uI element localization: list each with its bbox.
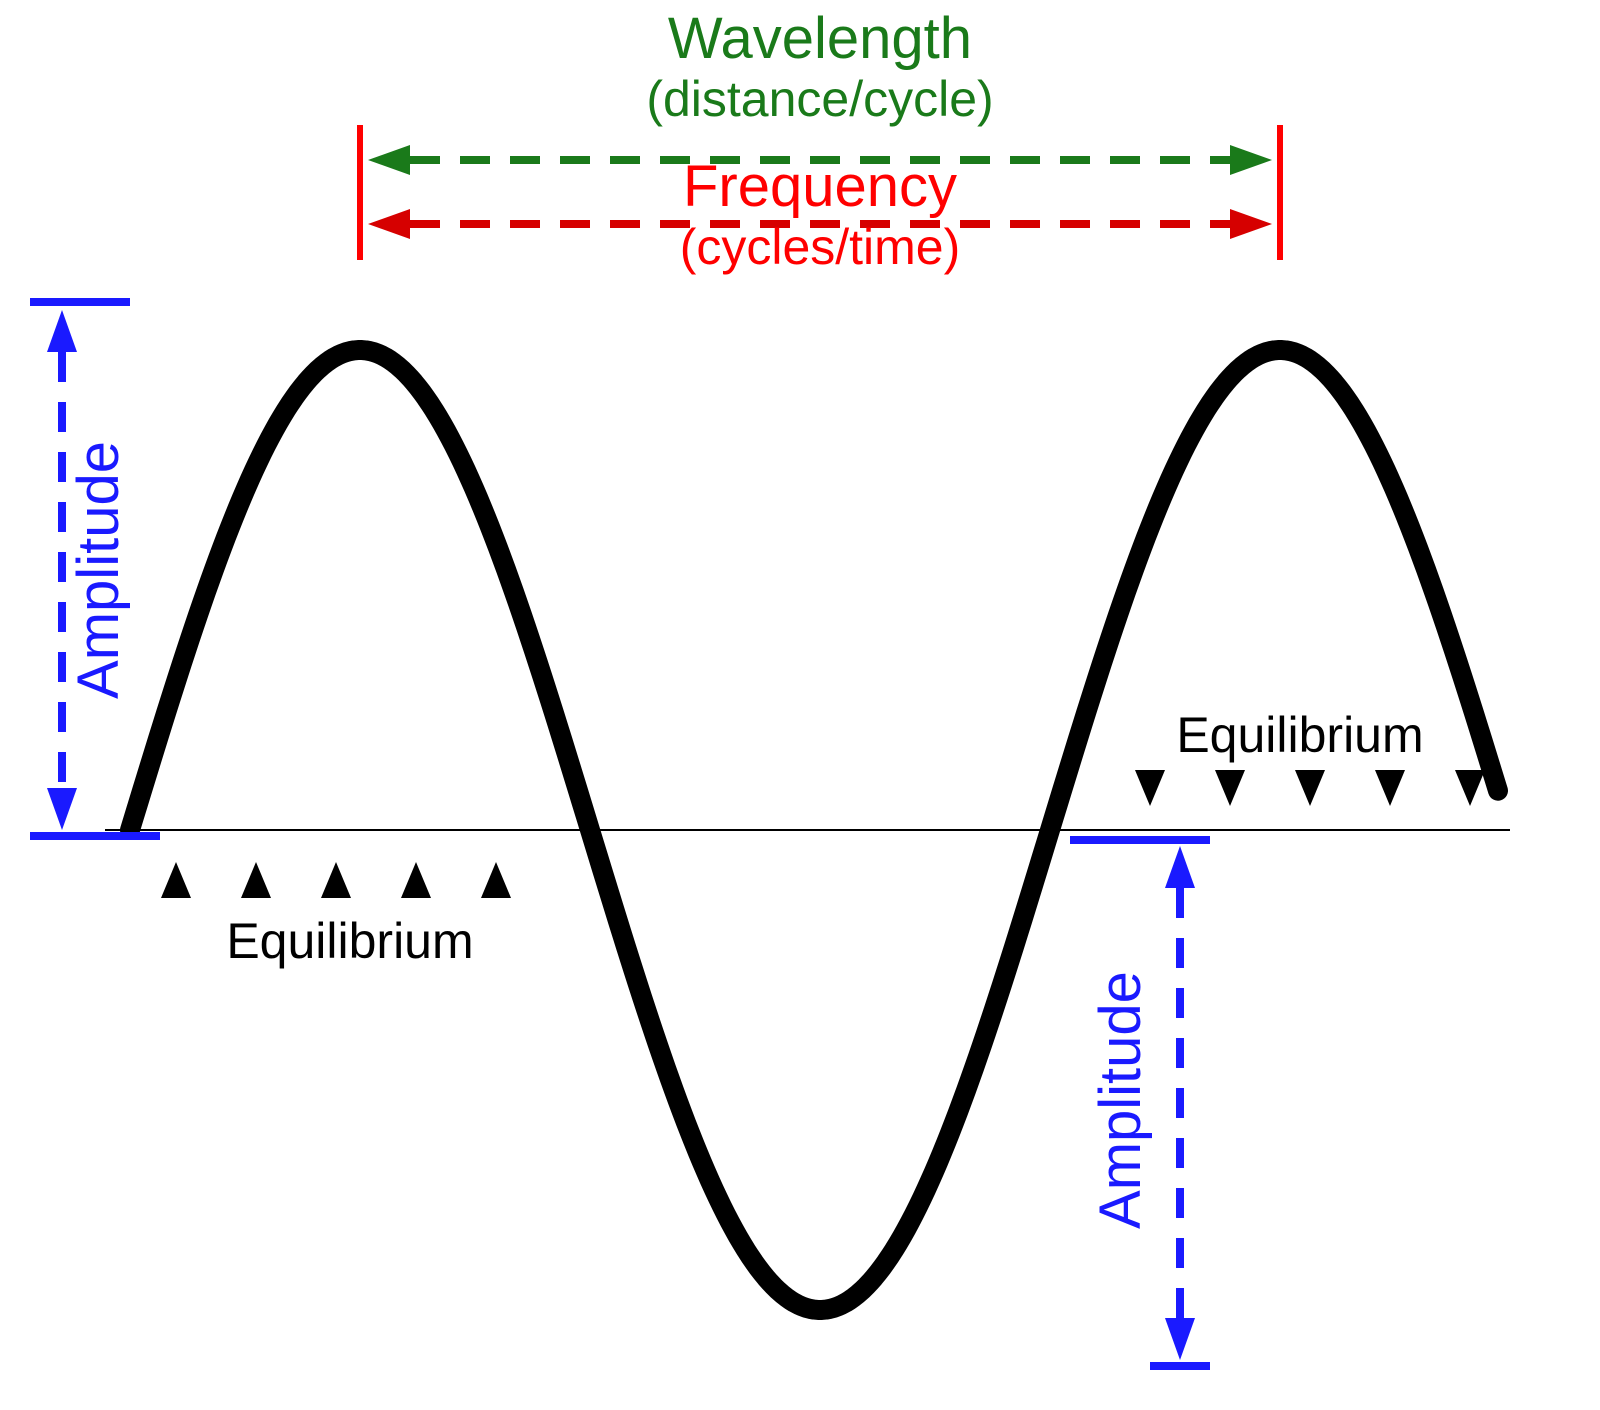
triangle-up-icon [321, 862, 351, 898]
triangle-up-icon [481, 862, 511, 898]
equilibrium-right-label: Equilibrium [1176, 707, 1423, 763]
amp-left-arrow-up [47, 310, 77, 352]
amplitude-left-label: Amplitude [66, 441, 131, 699]
triangle-up-icon [161, 862, 191, 898]
wavelength-title: Wavelength [668, 6, 972, 71]
equilibrium-left-label: Equilibrium [226, 913, 473, 969]
triangle-up-icon [401, 862, 431, 898]
wavelength-sub: (distance/cycle) [646, 71, 993, 127]
triangles-down [1135, 770, 1485, 806]
triangle-down-icon [1295, 770, 1325, 806]
triangle-down-icon [1135, 770, 1165, 806]
triangle-down-icon [1215, 770, 1245, 806]
amplitude-right-label: Amplitude [1088, 971, 1153, 1229]
wave-diagram: Wavelength (distance/cycle) Frequency (c… [0, 0, 1600, 1410]
wavelength-arrow-right [1230, 145, 1272, 175]
triangle-up-icon [241, 862, 271, 898]
triangles-up [161, 862, 511, 898]
frequency-arrow-left [368, 209, 410, 239]
amp-right-arrow-up [1165, 846, 1195, 888]
frequency-sub: (cycles/time) [680, 219, 961, 275]
frequency-arrow-right [1230, 209, 1272, 239]
amp-right-arrow-down [1165, 1318, 1195, 1360]
triangle-down-icon [1375, 770, 1405, 806]
wavelength-arrow-left [368, 145, 410, 175]
frequency-title: Frequency [683, 154, 957, 219]
amp-left-arrow-down [47, 788, 77, 830]
triangle-down-icon [1455, 770, 1485, 806]
